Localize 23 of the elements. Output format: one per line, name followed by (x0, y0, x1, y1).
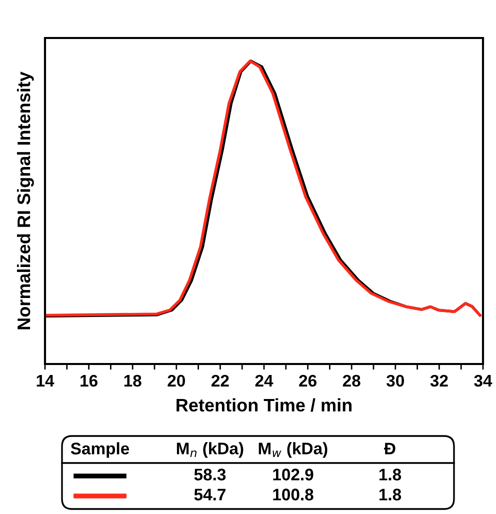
text: Đ (384, 442, 396, 454)
text: 102.9 (273, 468, 314, 480)
x-tick-label: 14 (36, 375, 54, 386)
x-tick-label: 34 (474, 374, 492, 387)
text: 1.8 (379, 468, 402, 480)
x-tick-label: 18 (124, 374, 142, 387)
text: Sample (70, 442, 130, 458)
x-tick-label: 16 (80, 374, 98, 387)
x-tick-label: 32 (430, 374, 448, 387)
text: 100.8 (273, 488, 314, 500)
x-axis-title: Retention Time / min (176, 398, 352, 412)
text: 58.3 (194, 468, 226, 480)
text: M$_{w}$ (kDa) (258, 442, 328, 458)
text: 54.7 (194, 488, 226, 500)
x-tick-label: 22 (212, 374, 229, 386)
x-tick-label: 28 (342, 374, 360, 387)
x-tick-label: 24 (255, 374, 274, 386)
text: 1.8 (379, 488, 402, 500)
x-tick-label: 20 (168, 374, 185, 387)
x-tick-label: 26 (299, 374, 316, 387)
y-axis-title: Normalized RI Signal Intensity (16, 72, 34, 330)
text: M$_{n}$ (kDa) (176, 442, 244, 458)
x-tick-label: 30 (386, 374, 404, 387)
